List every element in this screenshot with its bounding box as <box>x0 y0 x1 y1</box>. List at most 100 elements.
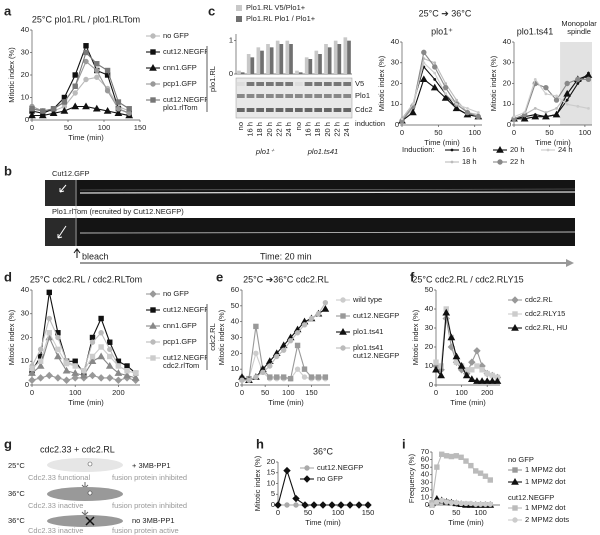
x-tick-label: 18 h <box>255 122 264 137</box>
marker <box>280 374 287 380</box>
marker <box>439 497 445 504</box>
chart-title: 25°C cdc2.RL / cdc2.RLY15 <box>412 274 523 284</box>
marker <box>455 102 458 106</box>
bracket-label: cdc2.RL <box>208 323 217 351</box>
marker <box>433 77 437 81</box>
x-tick-label: 200 <box>112 388 125 397</box>
marker <box>476 111 480 114</box>
chart-title: 25°C cdc2.RL / cdc2.RLTom <box>30 274 142 284</box>
x-axis-label: Time (min) <box>424 138 460 147</box>
marker <box>447 333 456 341</box>
marker <box>83 76 89 83</box>
marker <box>72 83 78 89</box>
legend-label-box: cut12.NEGFP <box>163 48 207 56</box>
legend-marker <box>150 307 156 313</box>
fusion-state: fusion protein inhibited <box>112 501 187 510</box>
x-tick-label: 0 <box>434 388 438 397</box>
marker <box>322 299 329 306</box>
legend-marker <box>511 477 519 485</box>
legend-label: cut12.NEGFP <box>317 464 364 472</box>
y-axis-label: Mitotic index (%) <box>253 455 262 511</box>
marker <box>106 374 114 382</box>
marker <box>429 502 435 508</box>
legend-label: plo1.ts41 <box>353 328 384 336</box>
kymo-track <box>79 188 576 191</box>
marker <box>107 339 113 345</box>
legend-label-box: cut12.NEGFP cdc2.rlTom <box>163 354 207 370</box>
x-tick-label: 100 <box>69 388 82 397</box>
series-line <box>31 44 130 114</box>
marker <box>466 107 469 110</box>
marker <box>71 374 79 382</box>
marker <box>98 344 104 350</box>
arrow <box>81 510 89 516</box>
legend-label: 1 MPM2 dot <box>525 478 566 486</box>
marker <box>301 366 308 372</box>
marker <box>439 451 445 457</box>
y-tick-label: 20 <box>231 348 239 357</box>
legend-marker <box>150 339 156 345</box>
marker <box>89 334 96 341</box>
marker <box>83 43 89 49</box>
blot-band <box>304 108 313 112</box>
y-tick-label: 40 <box>421 470 429 479</box>
panel-label: a <box>4 3 12 18</box>
blot-band <box>285 82 294 86</box>
marker <box>432 365 440 373</box>
y-tick-label: 70 <box>421 447 429 456</box>
bar <box>304 57 309 74</box>
x-tick-label: 20 h <box>323 122 332 137</box>
marker <box>45 371 53 380</box>
x-tick-label: 150 <box>305 388 318 397</box>
legend-label-box: cut12.NEGFP <box>317 464 364 472</box>
marker <box>458 454 464 461</box>
x-tick-label: 20 h <box>265 122 274 137</box>
marker <box>71 369 80 376</box>
treatment: + 3MB-PP1 <box>132 461 171 470</box>
y-tick-label: 50 <box>425 285 433 294</box>
chart-title: plo1⁺ <box>431 26 453 36</box>
series-line <box>431 453 491 503</box>
marker <box>433 61 437 65</box>
marker <box>267 363 273 369</box>
marker <box>487 501 493 507</box>
y-tick-label: 0 <box>235 380 239 389</box>
y-axis-label: Mitotic index (%) <box>489 55 498 111</box>
x-tick-label: 24 h <box>284 122 293 137</box>
fusion-state: fusion protein inhibited <box>112 473 187 482</box>
legend-label-box: 1 MPM2 dot <box>525 478 566 486</box>
legend-label-box: no GFP <box>317 475 343 483</box>
marker <box>83 49 89 56</box>
marker <box>512 115 516 119</box>
spb-cross <box>85 516 95 526</box>
blot-band <box>265 82 274 86</box>
bar <box>269 47 274 74</box>
blot-label: Cdc2 <box>355 105 373 114</box>
y-axis-label: Frequency (%) <box>407 453 416 503</box>
marker <box>308 374 315 380</box>
time-label: Time: 20 min <box>260 251 312 261</box>
marker <box>274 374 280 380</box>
marker <box>131 373 140 381</box>
y-tick-label: 30 <box>391 58 399 67</box>
y-tick-label: 40 <box>231 317 239 326</box>
x-tick-label: 100 <box>455 388 468 397</box>
diagram-title: cdc2.33 + cdc2.RL <box>40 444 115 454</box>
marker <box>253 350 259 357</box>
legend-label-box: 2 MPM2 dots <box>525 516 569 524</box>
blot-band <box>323 82 332 86</box>
marker <box>434 499 440 505</box>
bar <box>308 59 313 74</box>
panel-label: f <box>410 269 415 284</box>
marker <box>576 104 580 108</box>
time-arrowhead <box>566 259 574 267</box>
annotation: Monopolar spindle <box>561 20 597 36</box>
marker <box>315 311 322 317</box>
marker <box>474 363 480 369</box>
bar <box>327 47 332 74</box>
y-tick-label: 20 <box>21 70 29 79</box>
y-tick-label: 20 <box>391 78 399 87</box>
bar <box>246 54 251 74</box>
kymo-label: Plo1.rlTom (recruited by Cut12.NEGFP) <box>52 207 184 216</box>
marker <box>552 110 561 118</box>
